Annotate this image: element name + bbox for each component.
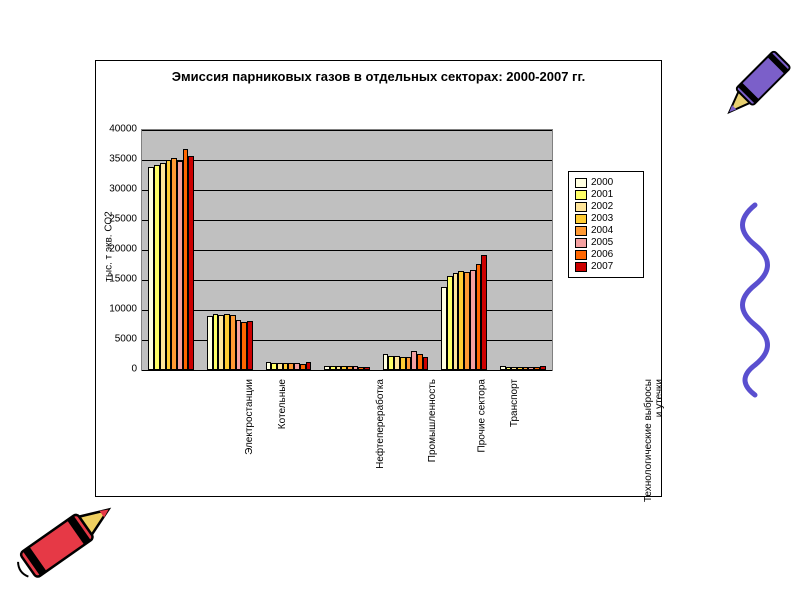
legend-label: 2001: [591, 189, 613, 200]
legend-swatch: [575, 178, 587, 188]
bar: [364, 367, 370, 370]
legend-label: 2007: [591, 261, 613, 272]
category-label: Прочие сектора: [476, 379, 487, 452]
legend-item: 2000: [575, 177, 637, 188]
squiggle-right: [720, 200, 790, 400]
legend-label: 2003: [591, 213, 613, 224]
legend-label: 2002: [591, 201, 613, 212]
ytick: 30000: [109, 184, 141, 195]
ytick: 0: [131, 364, 141, 375]
plot-area: [141, 129, 553, 371]
category-label: Транспорт: [509, 379, 520, 427]
legend-item: 2005: [575, 237, 637, 248]
ytick: 20000: [109, 244, 141, 255]
category-label: Электростанции: [244, 379, 255, 455]
legend-item: 2001: [575, 189, 637, 200]
bar: [481, 255, 487, 370]
bar: [540, 366, 546, 370]
ytick: 15000: [109, 274, 141, 285]
legend-item: 2004: [575, 225, 637, 236]
category-label: Промышленность: [427, 379, 438, 462]
legend-label: 2006: [591, 249, 613, 260]
crayon-top-right: [680, 0, 800, 120]
legend-swatch: [575, 238, 587, 248]
ytick: 35000: [109, 154, 141, 165]
chart-frame: Эмиссия парниковых газов в отдельных сек…: [95, 60, 662, 497]
ytick: 25000: [109, 214, 141, 225]
bar: [423, 357, 429, 370]
legend-label: 2000: [591, 177, 613, 188]
legend: 20002001200220032004200520062007: [568, 171, 644, 278]
category-label: Нефтепереработка: [375, 379, 386, 469]
legend-item: 2002: [575, 201, 637, 212]
legend-label: 2005: [591, 237, 613, 248]
legend-swatch: [575, 226, 587, 236]
legend-label: 2004: [591, 225, 613, 236]
legend-item: 2003: [575, 213, 637, 224]
category-label: Технологические выбросыи утечки: [643, 379, 665, 502]
category-label: Котельные: [277, 379, 288, 429]
ytick: 5000: [115, 334, 141, 345]
legend-swatch: [575, 250, 587, 260]
legend-item: 2006: [575, 249, 637, 260]
legend-item: 2007: [575, 261, 637, 272]
legend-swatch: [575, 262, 587, 272]
bar: [247, 321, 253, 370]
legend-swatch: [575, 190, 587, 200]
chart-title: Эмиссия парниковых газов в отдельных сек…: [96, 61, 661, 90]
xlabels: Электростанции Котельные Нефтепереработка П…: [141, 373, 551, 493]
bar: [188, 156, 194, 370]
legend-swatch: [575, 214, 587, 224]
ytick: 40000: [109, 124, 141, 135]
legend-swatch: [575, 202, 587, 212]
bar: [306, 362, 312, 370]
ytick: 10000: [109, 304, 141, 315]
